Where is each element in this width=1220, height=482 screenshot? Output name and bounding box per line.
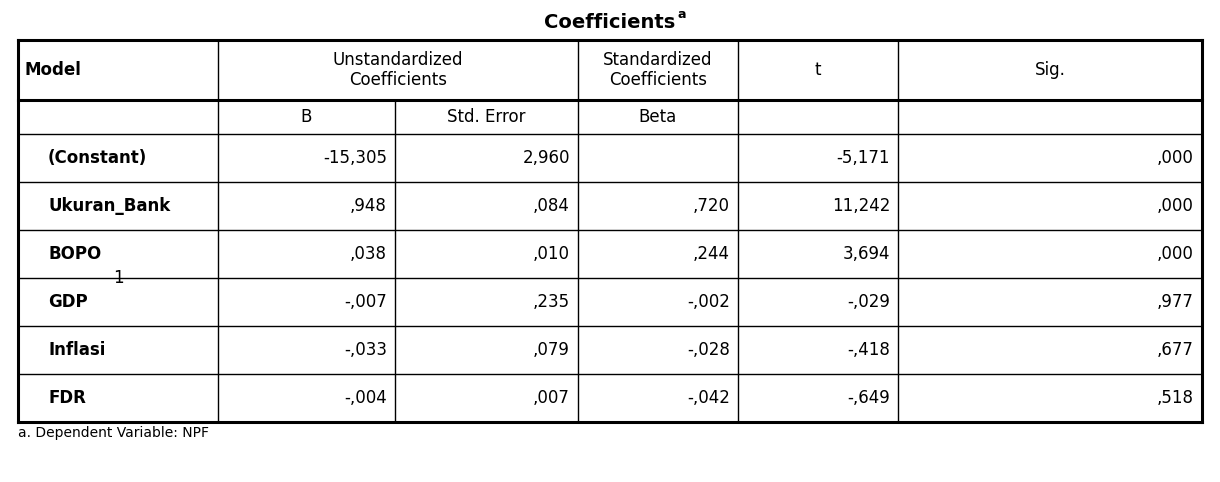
Text: Coefficients: Coefficients xyxy=(544,13,676,31)
Text: -,002: -,002 xyxy=(687,293,730,311)
Text: -,007: -,007 xyxy=(344,293,387,311)
Text: FDR: FDR xyxy=(48,389,85,407)
Text: -,418: -,418 xyxy=(847,341,891,359)
Text: -,004: -,004 xyxy=(344,389,387,407)
Text: Sig.: Sig. xyxy=(1035,61,1065,79)
Text: 3,694: 3,694 xyxy=(843,245,891,263)
Text: ,084: ,084 xyxy=(533,197,570,215)
Text: (Constant): (Constant) xyxy=(48,149,148,167)
Text: BOPO: BOPO xyxy=(48,245,101,263)
Text: a: a xyxy=(677,9,686,22)
Text: Std. Error: Std. Error xyxy=(448,108,526,126)
Text: t: t xyxy=(815,61,821,79)
Text: ,977: ,977 xyxy=(1157,293,1194,311)
Text: -,649: -,649 xyxy=(847,389,891,407)
Text: ,244: ,244 xyxy=(693,245,730,263)
Text: -,028: -,028 xyxy=(687,341,730,359)
Text: B: B xyxy=(301,108,312,126)
Text: Unstandardized
Coefficients: Unstandardized Coefficients xyxy=(333,51,464,89)
Text: 1: 1 xyxy=(112,269,123,287)
Text: ,000: ,000 xyxy=(1157,197,1194,215)
Text: Ukuran_Bank: Ukuran_Bank xyxy=(48,197,171,215)
Text: ,948: ,948 xyxy=(350,197,387,215)
Text: ,079: ,079 xyxy=(533,341,570,359)
Text: -,029: -,029 xyxy=(847,293,891,311)
Text: ,720: ,720 xyxy=(693,197,730,215)
Text: ,677: ,677 xyxy=(1157,341,1194,359)
Text: 11,242: 11,242 xyxy=(832,197,891,215)
Text: -,033: -,033 xyxy=(344,341,387,359)
Text: a. Dependent Variable: NPF: a. Dependent Variable: NPF xyxy=(18,426,209,440)
Text: GDP: GDP xyxy=(48,293,88,311)
Text: ,038: ,038 xyxy=(350,245,387,263)
Text: ,000: ,000 xyxy=(1157,245,1194,263)
Text: ,000: ,000 xyxy=(1157,149,1194,167)
Text: ,235: ,235 xyxy=(533,293,570,311)
Text: ,007: ,007 xyxy=(533,389,570,407)
Text: ,518: ,518 xyxy=(1157,389,1194,407)
Text: 2,960: 2,960 xyxy=(522,149,570,167)
Text: Inflasi: Inflasi xyxy=(48,341,105,359)
Text: Standardized
Coefficients: Standardized Coefficients xyxy=(603,51,712,89)
Text: -15,305: -15,305 xyxy=(323,149,387,167)
Text: Model: Model xyxy=(24,61,81,79)
Text: ,010: ,010 xyxy=(533,245,570,263)
Text: -5,171: -5,171 xyxy=(837,149,891,167)
Text: -,042: -,042 xyxy=(687,389,730,407)
Text: Beta: Beta xyxy=(639,108,677,126)
